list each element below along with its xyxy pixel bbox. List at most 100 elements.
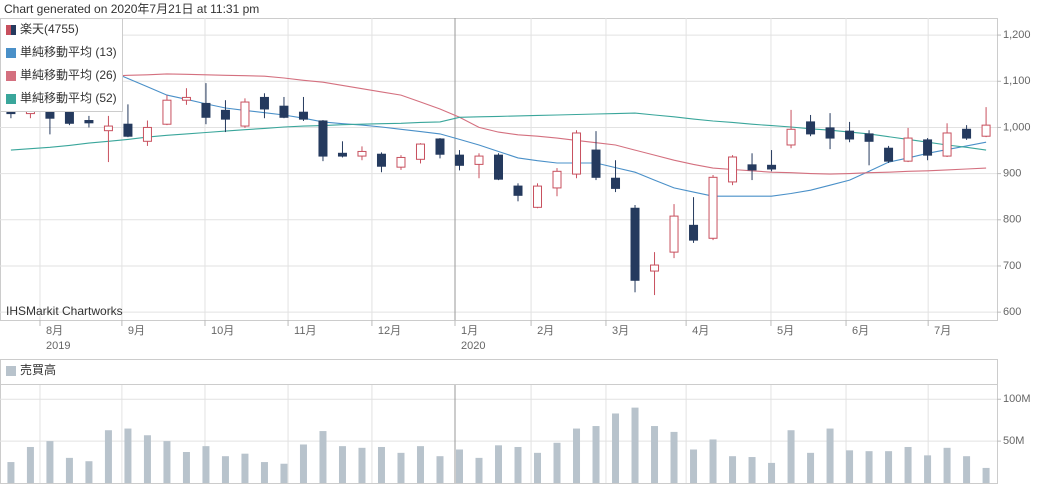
candle-body [259,96,269,110]
volume-bar [709,439,717,483]
volume-bar [670,431,678,483]
candle-body [689,224,699,241]
volume-bar [397,452,405,483]
y-tick-label: 700 [1003,260,1021,272]
candle-body [611,177,621,189]
candle-body [415,143,425,160]
volume-bar [280,463,288,483]
candle-body [103,125,113,132]
y-tick-label: 1,200 [1003,29,1031,41]
volume-bar [46,441,54,483]
candle-body [650,264,660,272]
candle-body [572,132,582,175]
candle-body [357,150,367,157]
volume-bar [904,446,912,483]
volume-bar [7,462,15,483]
volume-header [0,359,998,385]
ma-line [10,73,987,175]
candle-body [923,139,933,156]
candle-body [123,123,133,137]
y-tick-label: 600 [1003,306,1021,318]
volume-bar [299,444,307,483]
volume-bar [65,457,73,483]
volume-bar [85,461,93,483]
candle-body [474,155,484,165]
x-tick-label: 5月 [777,325,794,337]
volume-bar [455,449,463,483]
legend-swatch [11,25,16,35]
volume-bar [553,442,561,483]
candle-body [220,109,230,120]
x-year-label: 2019 [46,340,70,352]
legend-swatch [6,25,11,35]
legend-swatch [6,71,16,81]
y-tick-label: 1,100 [1003,75,1031,87]
volume-bar [163,441,171,483]
volume-bar [358,447,366,483]
candle-body [494,154,503,180]
volume-bar [319,431,327,483]
candle-body [513,185,523,196]
x-tick-label: 7月 [934,325,951,337]
x-tick-label: 11月 [294,325,316,337]
candle-body [630,207,640,281]
y-tick-label: 800 [1003,214,1021,226]
volume-bar [982,467,990,483]
volume-bar [943,447,951,483]
candle-body [454,154,464,166]
y-tick-label: 1,000 [1003,121,1031,133]
candle-body [981,124,991,137]
candle-body [962,128,972,139]
x-tick-label: 1月 [461,325,478,337]
volume-bar [221,456,229,483]
volume-bar [436,456,444,483]
x-tick-label: 9月 [128,325,145,337]
volume-bar [924,455,932,483]
candle-body [806,121,816,135]
volume-bar [846,450,854,483]
volume-bar [104,430,112,483]
x-tick-label: 10月 [211,325,234,337]
y-tick-label: 100M [1003,393,1031,405]
candle-body [84,120,94,124]
candle-body [533,185,543,208]
candle-body [669,215,679,253]
volume-bar [377,446,385,483]
volume-bar [865,451,873,483]
candle-body [201,102,211,118]
candle-body [240,101,250,127]
x-year-label: 2020 [461,340,485,352]
volume-bar [338,446,346,483]
x-tick-label: 4月 [692,325,709,337]
candle-body [552,170,562,189]
volume-bar [592,426,600,483]
legend-swatch [6,94,16,104]
candle-body [767,164,777,170]
legend-label: 単純移動平均 (26) [20,68,117,82]
ma-line [10,43,987,197]
candle-body [396,156,406,168]
volume-bar [143,435,151,483]
candle-body [279,105,289,118]
candle-body [884,147,894,162]
volume-bar [690,449,698,483]
volume-bar [26,446,34,483]
volume-bar [241,453,249,483]
volume-bar [612,413,620,483]
candle-body [142,126,152,142]
candle-body [786,128,796,146]
legend-box [0,18,123,112]
volume-bar [495,445,502,483]
candle-body [298,111,308,120]
candle-body [728,156,738,183]
candle-body [942,132,952,157]
chart-title: Chart generated on 2020年7月21日 at 11:31 p… [4,2,259,16]
y-tick-label: 50M [1003,435,1024,447]
volume-bar [475,457,483,483]
legend-swatch [6,366,16,376]
candle-body [435,138,445,155]
x-tick-label: 6月 [852,325,869,337]
volume-bar [748,457,756,483]
candle-body [45,110,55,119]
candle-body [845,130,855,140]
